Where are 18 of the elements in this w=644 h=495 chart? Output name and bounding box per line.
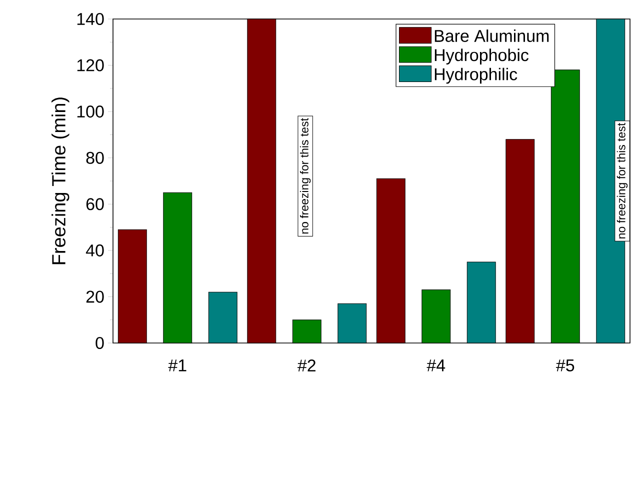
annotation: no freezing for this test bbox=[300, 118, 311, 234]
x-tick-label: #5 bbox=[556, 360, 574, 372]
y-tick-label: 80 bbox=[86, 152, 104, 164]
x-tick-label: #1 bbox=[168, 360, 186, 372]
y-tick-label: 140 bbox=[77, 12, 104, 26]
y-tick-label: 40 bbox=[86, 244, 104, 256]
y-tick-label: 60 bbox=[86, 198, 104, 210]
y-tick-label: 120 bbox=[77, 59, 104, 72]
legend-label: Hydrophilic bbox=[434, 68, 518, 84]
annotation: no freezing for this test bbox=[616, 122, 628, 238]
x-tick-label: #4 bbox=[426, 360, 446, 372]
y-tick-label: 20 bbox=[86, 290, 104, 303]
x-tick-label: #2 bbox=[298, 360, 316, 372]
legend-label: Hydrophobic bbox=[434, 48, 528, 64]
legend-label: Bare Aluminum bbox=[434, 30, 549, 42]
y-tick-label: 0 bbox=[96, 336, 104, 350]
y-tick-label: 100 bbox=[77, 106, 104, 118]
y-axis-title: Freezing Time (min) bbox=[52, 98, 70, 264]
